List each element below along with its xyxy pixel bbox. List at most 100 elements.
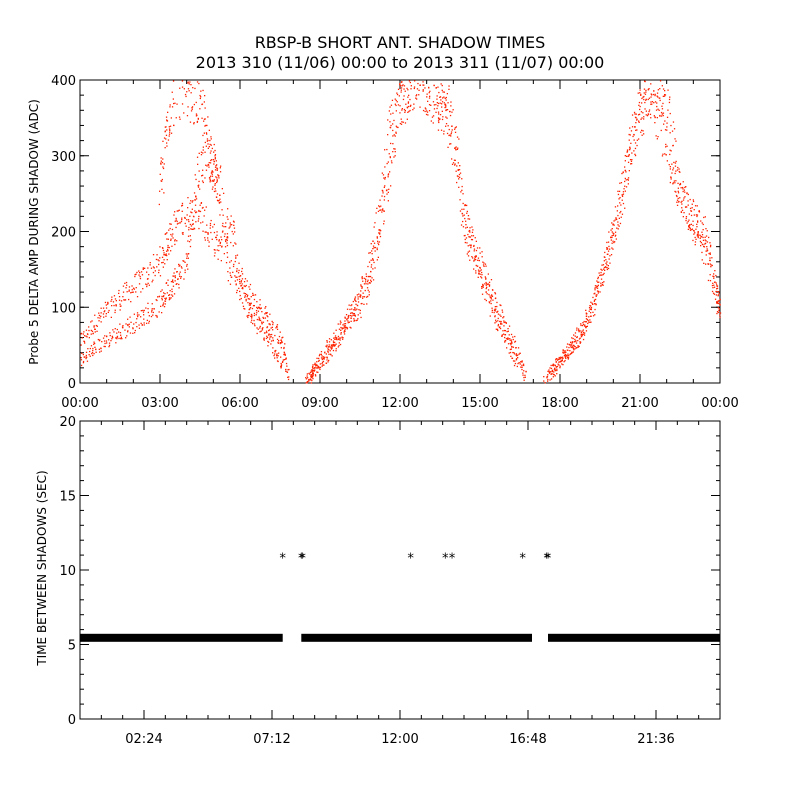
data-point: [323, 364, 325, 366]
data-point: [162, 302, 165, 304]
data-point: [457, 147, 459, 149]
data-point: [428, 86, 430, 89]
data-point: [252, 322, 254, 325]
data-point: [136, 296, 139, 298]
data-point: [648, 97, 651, 99]
data-point: [673, 161, 675, 164]
data-point: [163, 192, 165, 194]
data-point: [321, 362, 323, 365]
data-point: [222, 214, 224, 216]
data-point: [666, 126, 668, 128]
data-point: [256, 318, 258, 321]
data-point: [398, 95, 400, 97]
data-point: [543, 380, 545, 382]
data-point: [696, 235, 698, 237]
data-point: [521, 368, 523, 371]
data-point: [470, 246, 472, 249]
data-point: [606, 267, 608, 269]
data-point: [201, 180, 204, 182]
data-point: [344, 330, 346, 332]
data-point: [110, 300, 112, 302]
data-point: [699, 237, 701, 239]
data-point: [677, 197, 679, 200]
data-point: [677, 187, 679, 189]
data-point: [378, 229, 380, 231]
data-point: [276, 360, 279, 362]
data-point: [714, 298, 717, 300]
data-point: [656, 117, 658, 119]
data-point: [128, 286, 131, 288]
data-point: [458, 173, 461, 176]
data-point: [549, 367, 551, 369]
data-point: [718, 299, 720, 302]
data-point: [169, 106, 171, 108]
data-point: [448, 134, 450, 137]
data-point: [251, 307, 254, 310]
data-point: [183, 112, 185, 114]
data-point: [125, 337, 127, 339]
data-point: [582, 331, 585, 333]
data-point: [233, 224, 235, 226]
data-point: [94, 331, 96, 333]
data-point: [669, 132, 671, 134]
data-point: [674, 172, 676, 175]
data-point: [687, 193, 689, 196]
data-point: [208, 241, 210, 243]
data-point: [599, 291, 601, 293]
data-point: [617, 190, 619, 192]
data-point: [510, 333, 513, 336]
data-point: [489, 295, 491, 297]
data-point: [524, 374, 526, 376]
data-point: [80, 344, 82, 346]
data-point: [196, 81, 199, 83]
data-point: [174, 239, 176, 241]
data-point: [239, 281, 241, 283]
data-point: [145, 307, 147, 309]
data-point: [370, 266, 372, 268]
data-point: [318, 367, 321, 369]
data-point: [353, 318, 355, 320]
data-point: [333, 337, 335, 339]
data-point: [366, 280, 369, 283]
data-point: [230, 276, 232, 278]
data-point: [450, 101, 452, 103]
data-point: [220, 236, 222, 238]
data-point: [469, 244, 471, 246]
data-point: [265, 337, 268, 340]
data-point: [600, 274, 602, 276]
data-point: [660, 111, 663, 114]
data-point: [513, 364, 516, 367]
data-point: [122, 296, 124, 298]
data-point: [171, 245, 173, 247]
data-point: [580, 334, 582, 336]
data-point: [83, 335, 86, 337]
data-point: [414, 80, 416, 82]
data-point: [574, 341, 576, 343]
data-point: [111, 338, 113, 340]
data-point: [103, 340, 106, 342]
data-point: [681, 207, 683, 209]
data-point: [619, 222, 622, 225]
data-point: [460, 191, 462, 193]
data-point: [185, 95, 187, 98]
data-point: [413, 86, 416, 88]
data-point: [267, 340, 269, 343]
data-point: [357, 296, 359, 298]
data-point: [337, 335, 340, 338]
data-point: [103, 316, 105, 318]
data-point: [672, 167, 675, 169]
data-point: [194, 199, 196, 201]
data-point: [127, 331, 129, 333]
data-point: [377, 242, 379, 244]
data-point: [81, 337, 83, 339]
data-point: [179, 271, 181, 273]
data-point: [170, 132, 173, 134]
data-point: [558, 358, 560, 360]
data-point: [578, 338, 581, 340]
data-point: [341, 327, 343, 329]
data-point: [235, 257, 237, 259]
data-point: [586, 325, 588, 327]
data-point: [646, 115, 649, 117]
data-point: [158, 296, 160, 298]
data-point: [692, 200, 695, 203]
